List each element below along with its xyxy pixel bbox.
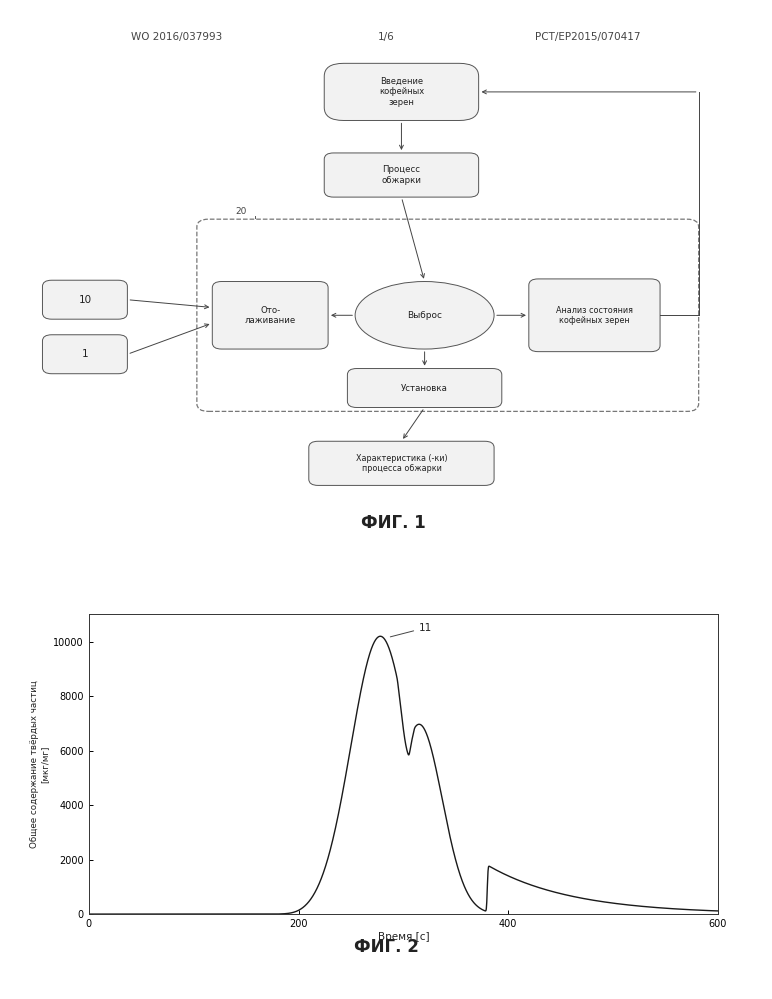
X-axis label: Время [c]: Время [c]: [378, 932, 429, 942]
FancyBboxPatch shape: [324, 63, 479, 121]
Text: Выброс: Выброс: [407, 311, 442, 320]
Ellipse shape: [355, 282, 494, 349]
Text: Ото-
лаживание: Ото- лаживание: [245, 306, 296, 325]
FancyBboxPatch shape: [212, 282, 328, 349]
FancyBboxPatch shape: [347, 369, 502, 408]
Text: Характеристика (-ки)
процесса обжарки: Характеристика (-ки) процесса обжарки: [356, 454, 447, 474]
Text: Анализ состояния
кофейных зерен: Анализ состояния кофейных зерен: [556, 306, 633, 325]
Text: 1/6: 1/6: [378, 32, 394, 42]
Text: ФИГ. 2: ФИГ. 2: [354, 938, 418, 956]
Text: 11: 11: [391, 622, 432, 636]
Text: PCT/EP2015/070417: PCT/EP2015/070417: [535, 32, 641, 42]
Y-axis label: Общее содержание твёрдых частиц
[мкг/мг]: Общее содержание твёрдых частиц [мкг/мг]: [30, 680, 49, 848]
Text: WO 2016/037993: WO 2016/037993: [131, 32, 222, 42]
Text: Процесс
обжарки: Процесс обжарки: [381, 165, 422, 185]
Text: Установка: Установка: [401, 384, 448, 393]
Text: 10: 10: [78, 295, 92, 305]
FancyBboxPatch shape: [42, 335, 127, 374]
Text: ФИГ. 1: ФИГ. 1: [361, 514, 426, 532]
Text: Введение
кофейных
зерен: Введение кофейных зерен: [379, 77, 424, 107]
Text: 1: 1: [82, 350, 88, 360]
Text: 20: 20: [235, 207, 247, 216]
FancyBboxPatch shape: [324, 153, 479, 197]
FancyBboxPatch shape: [42, 280, 127, 319]
FancyBboxPatch shape: [529, 279, 660, 352]
FancyBboxPatch shape: [309, 442, 494, 486]
